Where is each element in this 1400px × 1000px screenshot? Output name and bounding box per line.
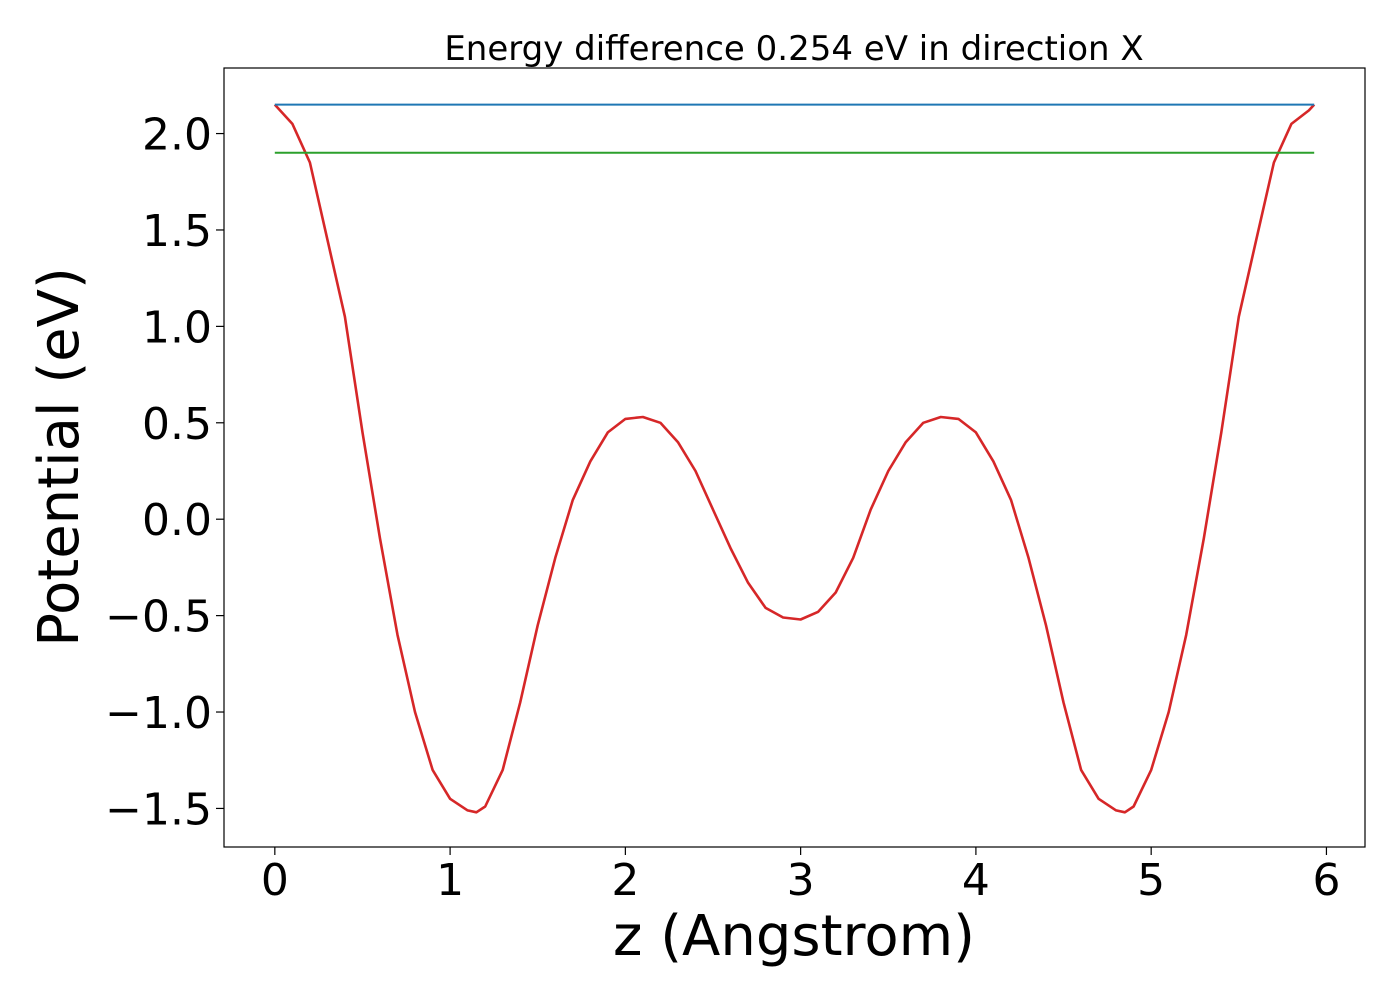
x-tick-label: 5 — [1137, 855, 1165, 906]
y-axis-label: Potential (eV) — [27, 267, 92, 647]
y-tick-label: 1.5 — [142, 206, 212, 257]
y-tick-label: −1.5 — [105, 784, 212, 835]
y-axis-ticks: −1.5 −1.0 −0.5 0.0 0.5 1.0 1.5 2.0 — [105, 110, 224, 835]
plot-lines — [273, 103, 1316, 814]
x-axis-label: z (Angstrom) — [613, 904, 975, 969]
y-tick-label: 1.0 — [142, 302, 212, 353]
x-tick-label: 4 — [962, 855, 990, 906]
y-tick-label: −0.5 — [105, 592, 212, 643]
x-axis-ticks: 0 1 2 3 4 5 6 — [261, 847, 1340, 906]
y-tick-label: 0.0 — [142, 495, 212, 546]
x-tick-label: 1 — [436, 855, 464, 906]
y-tick-label: 2.0 — [142, 110, 212, 161]
x-tick-label: 3 — [787, 855, 815, 906]
y-tick-label: −1.0 — [105, 688, 212, 739]
x-tick-label: 2 — [611, 855, 639, 906]
x-tick-label: 0 — [261, 855, 289, 906]
series-line-0 — [273, 103, 1316, 814]
y-tick-label: 0.5 — [142, 399, 212, 450]
plot-frame — [223, 67, 1366, 848]
chart-title: Energy difference 0.254 eV in direction … — [444, 29, 1143, 69]
x-tick-label: 6 — [1312, 855, 1340, 906]
